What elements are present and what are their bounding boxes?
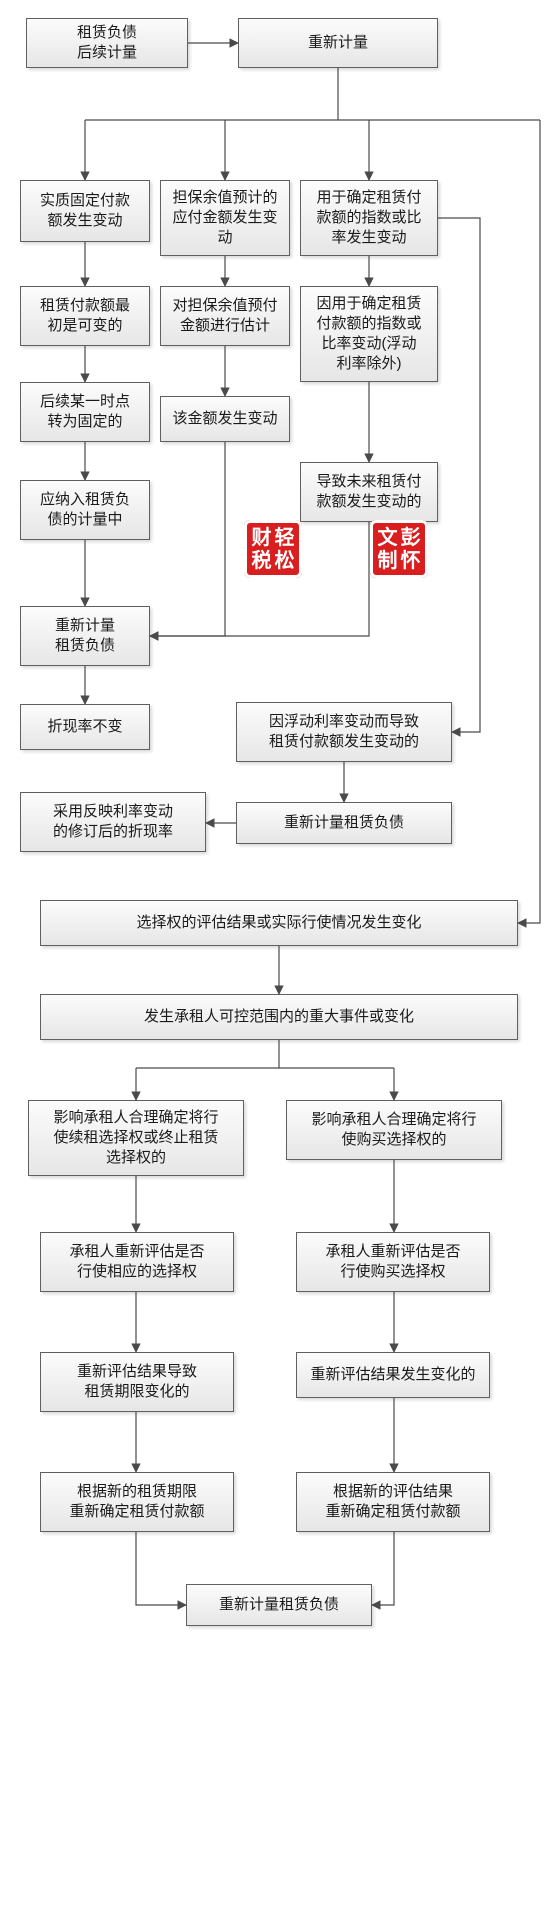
edge xyxy=(438,218,480,732)
node-label: 重新计量 xyxy=(308,33,368,53)
seal-stamp: 文彭制怀 xyxy=(370,520,428,578)
flowchart-node: 选择权的评估结果或实际行使情况发生变化 xyxy=(40,900,518,946)
stamp-char: 轻 xyxy=(273,527,296,549)
flowchart-node: 租赁负债 后续计量 xyxy=(26,18,188,68)
node-label: 因用于确定租赁 付款额的指数或 比率变动(浮动 利率除外) xyxy=(316,294,421,375)
flowchart-node: 根据新的租赁期限 重新确定租赁付款额 xyxy=(40,1472,234,1532)
flowchart-node: 重新计量 租赁负债 xyxy=(20,606,150,666)
flowchart-node: 因浮动利率变动而导致 租赁付款额发生变动的 xyxy=(236,702,452,762)
node-label: 因浮动利率变动而导致 租赁付款额发生变动的 xyxy=(269,712,419,753)
flowchart-node: 因用于确定租赁 付款额的指数或 比率变动(浮动 利率除外) xyxy=(300,286,438,382)
node-label: 应纳入租赁负 债的计量中 xyxy=(40,490,130,531)
seal-stamp: 财轻税松 xyxy=(244,520,302,578)
edge xyxy=(150,442,225,636)
node-label: 重新评估结果发生变化的 xyxy=(310,1365,475,1385)
node-label: 承租人重新评估是否 行使购买选择权 xyxy=(325,1242,460,1283)
flowchart-node: 影响承租人合理确定将行 使购买选择权的 xyxy=(286,1100,502,1160)
stamp-char: 税 xyxy=(250,550,273,572)
flowchart-node: 重新计量租赁负债 xyxy=(236,802,452,844)
stamp-char: 文 xyxy=(376,527,399,549)
flowchart-node: 后续某一时点 转为固定的 xyxy=(20,382,150,442)
flowchart-node: 承租人重新评估是否 行使相应的选择权 xyxy=(40,1232,234,1292)
node-label: 重新计量租赁负债 xyxy=(219,1595,339,1615)
node-label: 承租人重新评估是否 行使相应的选择权 xyxy=(69,1242,204,1283)
node-label: 租赁负债 后续计量 xyxy=(77,23,137,64)
node-label: 实质固定付款 额发生变动 xyxy=(40,191,130,232)
node-label: 根据新的评估结果 重新确定租赁付款额 xyxy=(325,1482,460,1523)
edge xyxy=(518,120,540,923)
flowchart-node: 重新评估结果导致 租赁期限变化的 xyxy=(40,1352,234,1412)
stamp-char: 制 xyxy=(376,550,399,572)
node-label: 选择权的评估结果或实际行使情况发生变化 xyxy=(136,913,421,933)
flowchart-node: 该金额发生变动 xyxy=(160,396,290,442)
node-label: 该金额发生变动 xyxy=(172,409,277,429)
flowchart-node: 影响承租人合理确定将行 使续租选择权或终止租赁 选择权的 xyxy=(28,1100,244,1176)
flowchart-node: 导致未来租赁付 款额发生变动的 xyxy=(300,462,438,522)
flowchart-node: 实质固定付款 额发生变动 xyxy=(20,180,150,242)
node-label: 担保余值预计的 应付金额发生变 动 xyxy=(172,188,277,249)
node-label: 影响承租人合理确定将行 使购买选择权的 xyxy=(311,1110,476,1151)
node-label: 租赁付款额最 初是可变的 xyxy=(40,296,130,337)
flowchart-node: 担保余值预计的 应付金额发生变 动 xyxy=(160,180,290,256)
flowchart-node: 采用反映利率变动 的修订后的折现率 xyxy=(20,792,206,852)
flowchart-node: 根据新的评估结果 重新确定租赁付款额 xyxy=(296,1472,490,1532)
flowchart-node: 重新计量租赁负债 xyxy=(186,1584,372,1626)
edge xyxy=(136,1532,186,1605)
flowchart-node: 重新计量 xyxy=(238,18,438,68)
stamp-char: 怀 xyxy=(399,550,422,572)
node-label: 后续某一时点 转为固定的 xyxy=(40,392,130,433)
flowchart-node: 承租人重新评估是否 行使购买选择权 xyxy=(296,1232,490,1292)
node-label: 重新计量 租赁负债 xyxy=(55,616,115,657)
edge xyxy=(372,1532,394,1605)
stamp-char: 财 xyxy=(250,527,273,549)
flowchart-node: 重新评估结果发生变化的 xyxy=(296,1352,490,1398)
stamp-char: 彭 xyxy=(399,527,422,549)
flowchart-node: 租赁付款额最 初是可变的 xyxy=(20,286,150,346)
node-label: 用于确定租赁付 款额的指数或比 率发生变动 xyxy=(316,188,421,249)
node-label: 对担保余值预付 金额进行估计 xyxy=(172,296,277,337)
node-label: 导致未来租赁付 款额发生变动的 xyxy=(316,472,421,513)
flowchart-node: 用于确定租赁付 款额的指数或比 率发生变动 xyxy=(300,180,438,256)
flowchart-node: 发生承租人可控范围内的重大事件或变化 xyxy=(40,994,518,1040)
flowchart-node: 折现率不变 xyxy=(20,704,150,750)
node-label: 影响承租人合理确定将行 使续租选择权或终止租赁 选择权的 xyxy=(53,1108,218,1169)
node-label: 根据新的租赁期限 重新确定租赁付款额 xyxy=(69,1482,204,1523)
node-label: 重新计量租赁负债 xyxy=(284,813,404,833)
node-label: 采用反映利率变动 的修订后的折现率 xyxy=(53,802,173,843)
node-label: 重新评估结果导致 租赁期限变化的 xyxy=(77,1362,197,1403)
node-label: 发生承租人可控范围内的重大事件或变化 xyxy=(144,1007,414,1027)
node-label: 折现率不变 xyxy=(47,717,122,737)
flowchart-node: 应纳入租赁负 债的计量中 xyxy=(20,480,150,540)
stamp-char: 松 xyxy=(273,550,296,572)
flowchart-node: 对担保余值预付 金额进行估计 xyxy=(160,286,290,346)
